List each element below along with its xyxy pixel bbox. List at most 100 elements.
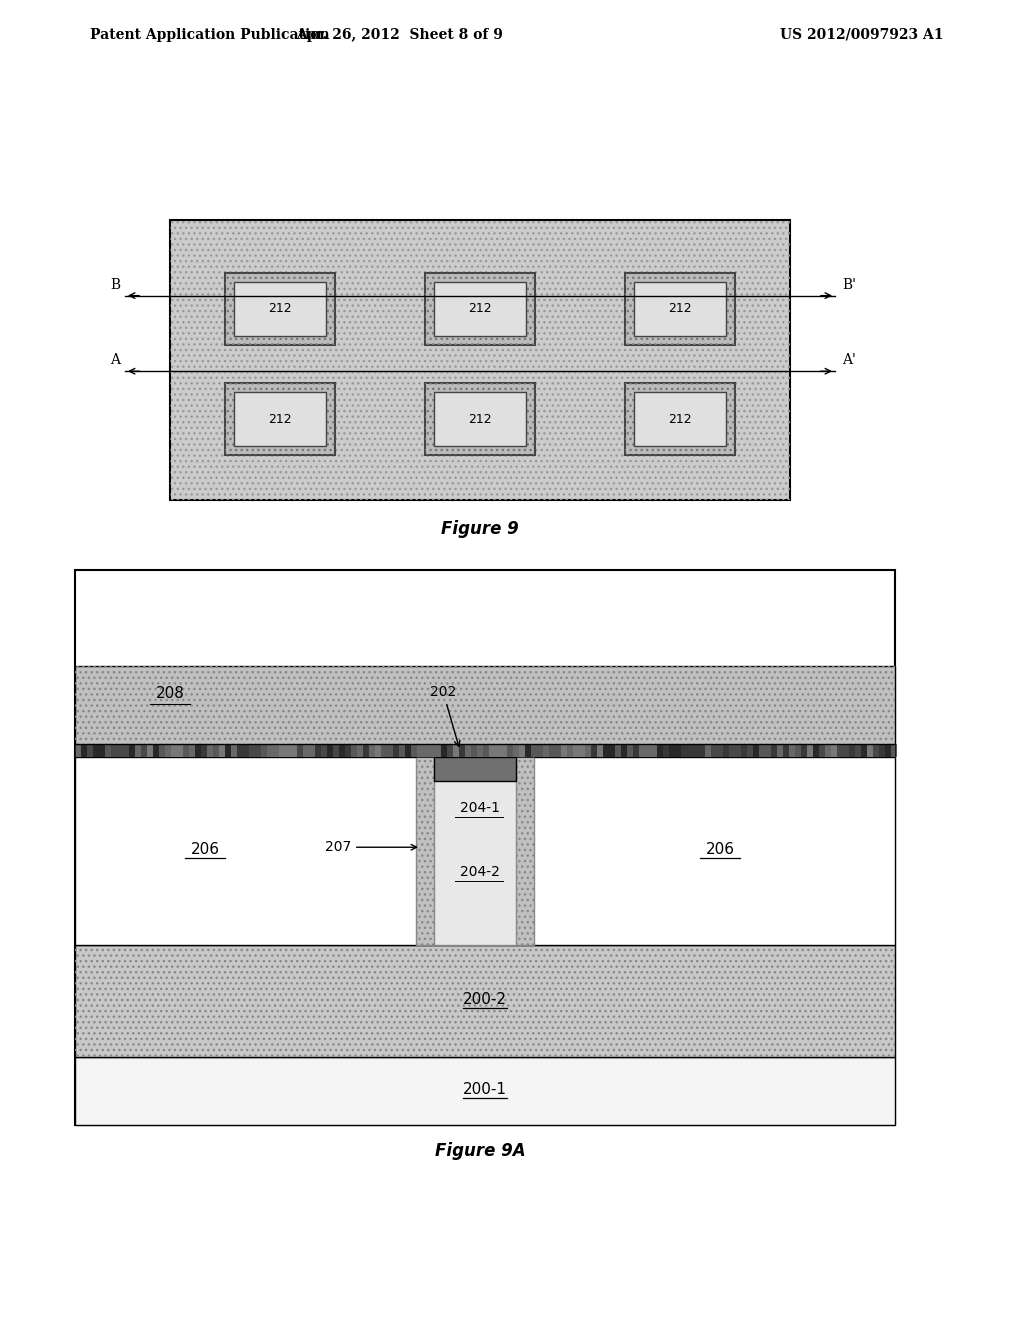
Bar [279, 744, 285, 756]
Bar [549, 744, 555, 756]
Bar [625, 383, 735, 455]
Bar [434, 756, 516, 781]
Text: 208: 208 [156, 686, 184, 701]
Bar [369, 744, 375, 756]
Bar [381, 744, 387, 756]
Bar [141, 744, 147, 756]
Bar [453, 744, 459, 756]
Bar [790, 744, 795, 756]
Bar [597, 744, 603, 756]
Bar [105, 744, 111, 756]
Bar [625, 383, 735, 455]
Text: 207: 207 [325, 841, 417, 854]
Text: 200-1: 200-1 [463, 1081, 507, 1097]
Bar [219, 744, 225, 756]
Bar [75, 570, 895, 1125]
Text: 212: 212 [268, 413, 292, 425]
Text: Figure 9: Figure 9 [441, 520, 519, 539]
Text: 204-2: 204-2 [460, 865, 500, 879]
Bar [75, 744, 81, 756]
Bar [573, 744, 579, 756]
Bar [813, 744, 819, 756]
Bar [87, 744, 93, 756]
Bar [93, 744, 99, 756]
Bar [261, 744, 267, 756]
Bar [135, 744, 141, 756]
Bar [75, 744, 895, 756]
Bar [189, 744, 195, 756]
Bar [170, 220, 790, 500]
Bar [507, 744, 513, 756]
Bar [207, 744, 213, 756]
Bar [213, 744, 219, 756]
Bar [711, 744, 717, 756]
Bar [645, 744, 651, 756]
Bar [75, 945, 895, 1057]
Bar [681, 744, 687, 756]
Bar [579, 744, 585, 756]
Bar [891, 744, 897, 756]
Bar [434, 281, 526, 335]
Bar [771, 744, 777, 756]
Bar [819, 744, 825, 756]
Bar [171, 744, 177, 756]
Bar [633, 744, 639, 756]
Bar [165, 744, 171, 756]
Bar [425, 273, 535, 345]
Bar [471, 744, 477, 756]
Bar [723, 744, 729, 756]
Bar [465, 744, 471, 756]
Bar [327, 744, 333, 756]
Bar [321, 744, 327, 756]
Bar [153, 744, 159, 756]
Bar [807, 744, 813, 756]
Bar [75, 1057, 895, 1125]
Bar [625, 273, 735, 345]
Bar [657, 744, 663, 756]
Bar [255, 744, 261, 756]
Bar [741, 744, 746, 756]
Text: 212: 212 [268, 302, 292, 315]
Bar [387, 744, 393, 756]
Bar [831, 744, 837, 756]
Text: 206: 206 [706, 842, 734, 857]
Bar [567, 744, 573, 756]
Bar [411, 744, 417, 756]
Bar [885, 744, 891, 756]
Bar [777, 744, 783, 756]
Bar [285, 744, 291, 756]
Text: 204-1: 204-1 [460, 801, 500, 814]
Bar [513, 744, 519, 756]
Bar [855, 744, 861, 756]
Bar [406, 744, 411, 756]
Bar [416, 756, 534, 945]
Bar [234, 392, 326, 446]
Bar [417, 744, 423, 756]
Bar [75, 667, 895, 744]
Bar [237, 744, 243, 756]
Text: Figure 9A: Figure 9A [434, 1142, 525, 1160]
Bar [795, 744, 801, 756]
Bar [639, 744, 645, 756]
Bar [759, 744, 765, 756]
Text: Patent Application Publication: Patent Application Publication [90, 28, 330, 42]
Bar [159, 744, 165, 756]
Bar [434, 756, 516, 945]
Bar [519, 744, 525, 756]
Bar [746, 744, 753, 756]
Bar [555, 744, 561, 756]
Bar [225, 383, 335, 455]
Bar [345, 744, 351, 756]
Bar [675, 744, 681, 756]
Bar [634, 392, 726, 446]
Bar [609, 744, 615, 756]
Bar [501, 744, 507, 756]
Bar [111, 744, 117, 756]
Bar [315, 744, 321, 756]
Bar [873, 744, 879, 756]
Bar [669, 744, 675, 756]
Bar [687, 744, 693, 756]
Bar [585, 744, 591, 756]
Bar [351, 744, 357, 756]
Bar [537, 744, 543, 756]
